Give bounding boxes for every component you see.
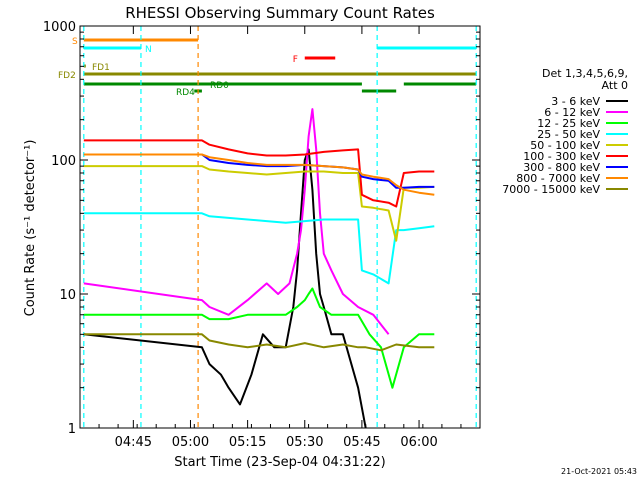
series-line bbox=[83, 108, 390, 335]
x-axis-label: Start Time (23-Sep-04 04:31:22) bbox=[174, 455, 385, 470]
series-line bbox=[83, 165, 435, 242]
legend-title: Att 0 bbox=[602, 79, 628, 92]
x-tick-label: 04:45 bbox=[115, 435, 152, 450]
legend-entry-label: 300 - 800 keV bbox=[523, 161, 600, 174]
vertical-markers bbox=[83, 26, 477, 428]
series-line bbox=[83, 139, 435, 208]
x-tick-label: 05:15 bbox=[229, 435, 266, 450]
x-tick-label: 05:45 bbox=[343, 435, 380, 450]
plot-frame bbox=[79, 25, 481, 429]
axes: 04:45 05:00 05:15 05:30 05:45 06:00 1 10 100 1000 bbox=[43, 20, 481, 450]
chart-title: RHESSI Observing Summary Count Rates bbox=[125, 4, 435, 22]
legend-entry-label: 800 - 7000 keV bbox=[516, 172, 600, 185]
flag-label: RD4 bbox=[176, 88, 195, 98]
series-line bbox=[83, 148, 367, 429]
legend-entry-label: 6 - 12 keV bbox=[544, 106, 600, 119]
legend-entry-label: 3 - 6 keV bbox=[551, 95, 600, 108]
flag-label: F bbox=[293, 55, 298, 65]
legend-entry-label: 12 - 25 keV bbox=[537, 117, 600, 130]
x-tick-label: 05:00 bbox=[172, 435, 209, 450]
flag-label: FD1 bbox=[92, 63, 110, 73]
flag-label: S bbox=[72, 37, 78, 47]
y-tick-label: 100 bbox=[51, 154, 76, 169]
legend-entry-label: 7000 - 15000 keV bbox=[502, 183, 600, 196]
legend-entry-label: 25 - 50 keV bbox=[537, 128, 600, 141]
series-line bbox=[83, 153, 435, 196]
series-lines bbox=[83, 108, 435, 429]
legend-entry-label: 50 - 100 keV bbox=[530, 139, 600, 152]
footer-timestamp: 21-Oct-2021 05:43 bbox=[561, 467, 637, 476]
legend-title: Det 1,3,4,5,6,9, bbox=[542, 67, 628, 80]
y-tick-label: 1000 bbox=[43, 20, 76, 35]
y-axis-label: Count Rate (s⁻¹ detector⁻¹) bbox=[23, 140, 38, 317]
legend-entry-label: 100 - 300 keV bbox=[523, 150, 600, 163]
flag-label: RD0 bbox=[210, 81, 229, 91]
x-tick-label: 06:00 bbox=[400, 435, 437, 450]
flag-bars: S N F FD1 FD2 RD0 RD4 bbox=[58, 37, 477, 98]
flag-label: FD2 bbox=[58, 71, 76, 81]
y-tick-label: 10 bbox=[59, 288, 76, 303]
y-tick-label: 1 bbox=[68, 422, 76, 437]
x-tick-label: 05:30 bbox=[286, 435, 323, 450]
series-line bbox=[83, 287, 435, 389]
flag-label: N bbox=[145, 45, 152, 55]
series-line bbox=[83, 333, 435, 352]
